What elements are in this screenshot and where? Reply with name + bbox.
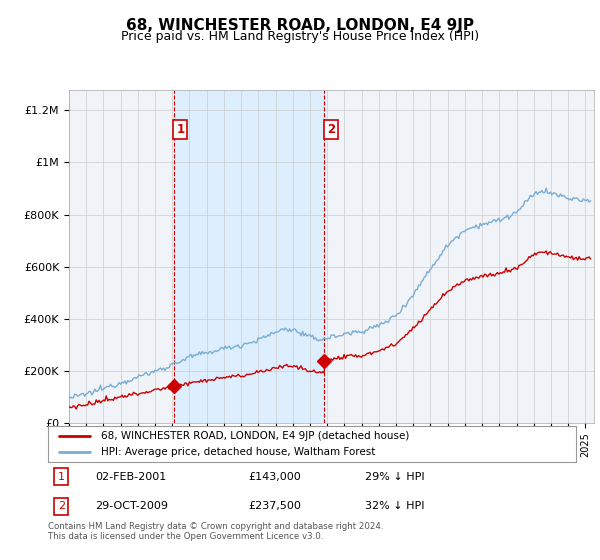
Bar (174, 90, 324, 423)
Text: 32% ↓ HPI: 32% ↓ HPI (365, 501, 424, 511)
Text: 29-OCT-2009: 29-OCT-2009 (95, 501, 169, 511)
Text: 68, WINCHESTER ROAD, LONDON, E4 9JP (detached house): 68, WINCHESTER ROAD, LONDON, E4 9JP (det… (101, 431, 409, 441)
Text: 2: 2 (327, 123, 335, 136)
Text: 1: 1 (58, 472, 65, 482)
Text: 2: 2 (58, 501, 65, 511)
Text: 68, WINCHESTER ROAD, LONDON, E4 9JP: 68, WINCHESTER ROAD, LONDON, E4 9JP (126, 18, 474, 33)
Text: £237,500: £237,500 (248, 501, 302, 511)
Text: HPI: Average price, detached house, Waltham Forest: HPI: Average price, detached house, Walt… (101, 447, 375, 457)
Text: 29% ↓ HPI: 29% ↓ HPI (365, 472, 424, 482)
Text: £143,000: £143,000 (248, 472, 301, 482)
Text: 1: 1 (176, 123, 185, 136)
Text: 02-FEB-2001: 02-FEB-2001 (95, 472, 167, 482)
Text: Price paid vs. HM Land Registry's House Price Index (HPI): Price paid vs. HM Land Registry's House … (121, 30, 479, 43)
Text: Contains HM Land Registry data © Crown copyright and database right 2024.
This d: Contains HM Land Registry data © Crown c… (48, 522, 383, 542)
